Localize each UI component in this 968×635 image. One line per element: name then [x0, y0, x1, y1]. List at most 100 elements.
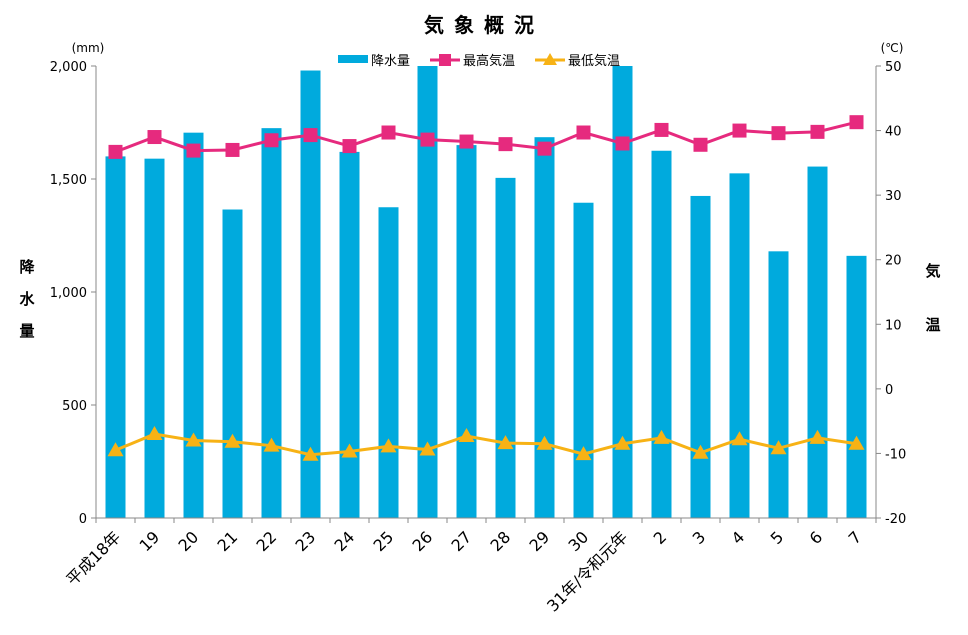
max-temp-point	[771, 126, 786, 141]
right-axis-unit: (℃)	[881, 41, 904, 55]
x-tick-label: 25	[369, 527, 397, 555]
right-tick-label: -10	[885, 447, 906, 462]
right-tick-label: 10	[885, 318, 902, 333]
precipitation-bar	[846, 255, 867, 518]
right-tick-label: 30	[885, 189, 902, 204]
min-temp-point	[302, 446, 319, 461]
x-tick-label: 6	[806, 527, 827, 548]
max-temp-point	[303, 128, 318, 143]
precipitation-bar	[807, 166, 828, 518]
x-tick-label: 29	[525, 527, 553, 555]
min-temp-point	[146, 426, 163, 441]
axis-label-char: 気	[925, 262, 940, 280]
legend-label: 最高気温	[463, 53, 515, 69]
x-tick-label: 平成18年	[63, 527, 125, 589]
min-temp-point	[497, 435, 514, 450]
precipitation-bar	[144, 158, 165, 518]
x-tick-label: 7	[845, 527, 866, 548]
axis-label-char: 水	[19, 290, 35, 308]
left-tick-label: 500	[62, 399, 87, 414]
min-temp-point	[458, 427, 475, 442]
precipitation-bar	[729, 173, 750, 518]
max-temp-point	[186, 143, 201, 158]
max-temp-point	[576, 125, 591, 140]
left-tick-label: 1,500	[50, 173, 87, 188]
left-axis-unit: (mm)	[72, 41, 105, 55]
temperature-lines	[107, 115, 865, 461]
x-tick-label: 22	[252, 527, 280, 555]
x-tick-label: 5	[767, 527, 788, 548]
max-temp-point	[147, 130, 162, 145]
min-temp-point	[380, 438, 397, 453]
max-temp-point	[654, 122, 669, 137]
precipitation-bar	[417, 66, 438, 518]
left-tick-label: 2,000	[50, 60, 87, 75]
max-temp-point	[849, 115, 864, 130]
precipitation-bar	[456, 145, 477, 518]
legend-label: 降水量	[371, 54, 410, 69]
precipitation-bar	[378, 207, 399, 518]
precipitation-bars	[105, 66, 867, 519]
max-temp-point	[498, 137, 513, 152]
right-tick-label: 20	[885, 254, 902, 269]
min-temp-point	[653, 429, 670, 444]
axes: 0 500 1,000 1,500 2,000 -20 -10 0 10 20 30 40 50	[50, 60, 906, 527]
min-temp-point	[614, 435, 631, 450]
axis-label-char: 温	[925, 316, 940, 334]
max-temp-point	[459, 134, 474, 149]
x-tick-label: 28	[486, 527, 514, 555]
x-tick-label: 26	[408, 527, 436, 555]
max-temp-point	[810, 124, 825, 139]
left-axis-label: 降水量	[19, 258, 35, 340]
max-temp-point	[693, 137, 708, 152]
min-temp-point	[575, 446, 592, 461]
max-temp-point	[264, 133, 279, 148]
precipitation-bar	[222, 209, 243, 518]
precipitation-bar	[573, 202, 594, 519]
legend-triangle-marker	[543, 53, 557, 65]
x-tick-label: 2	[650, 527, 671, 548]
precipitation-bar	[261, 128, 282, 518]
legend: 降水量 最高気温 最低気温	[338, 53, 620, 69]
x-tick-label: 27	[447, 527, 475, 555]
min-temp-point	[263, 437, 280, 452]
precipitation-bar	[690, 195, 711, 518]
precipitation-bar	[495, 177, 516, 518]
x-tick-label: 30	[564, 527, 592, 555]
min-temp-point	[731, 431, 748, 446]
precipitation-bar	[534, 137, 555, 518]
max-temp-point	[615, 136, 630, 151]
max-temp-point	[381, 125, 396, 140]
legend-swatch-precipitation	[338, 55, 368, 63]
precipitation-bar	[300, 70, 321, 519]
x-tick-label: 21	[213, 527, 241, 555]
min-temp-point	[770, 440, 787, 455]
precipitation-bar	[768, 251, 789, 518]
max-temp-point	[732, 123, 747, 138]
chart-title: 気象概況	[424, 13, 544, 37]
axis-label-char: 量	[19, 322, 34, 340]
x-tick-label: 19	[135, 527, 163, 555]
min-temp-point	[185, 432, 202, 447]
x-tick-label: 24	[330, 527, 358, 555]
min-temp-point	[341, 443, 358, 458]
precipitation-bar	[105, 156, 126, 518]
legend-label: 最低気温	[568, 53, 620, 69]
precipitation-bar	[339, 151, 360, 518]
left-tick-label: 1,000	[50, 286, 87, 301]
x-tick-label: 3	[689, 527, 710, 548]
axis-label-char: 降	[19, 258, 35, 276]
right-tick-label: -20	[885, 512, 906, 527]
max-temp-point	[225, 142, 240, 157]
max-temp-point	[342, 139, 357, 154]
precipitation-bar	[612, 66, 633, 518]
x-tick-label: 4	[728, 527, 749, 548]
legend-square-marker	[439, 54, 451, 66]
x-tick-label: 20	[174, 527, 202, 555]
min-temp-point	[692, 444, 709, 459]
precipitation-bar	[183, 132, 204, 519]
min-temp-point	[809, 429, 826, 444]
precipitation-bar	[651, 150, 672, 518]
